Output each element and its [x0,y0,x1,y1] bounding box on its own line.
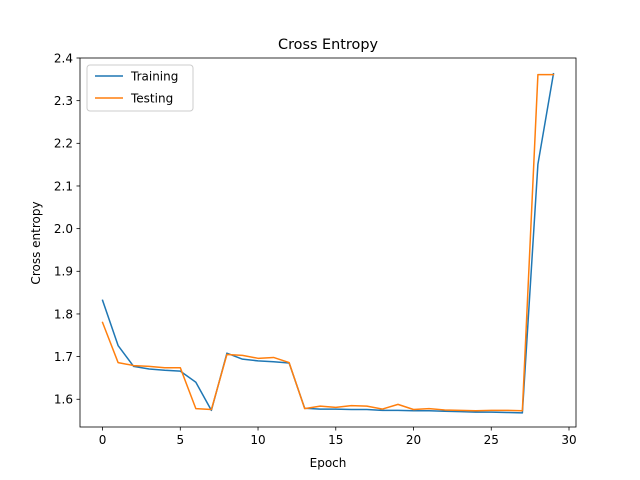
y-tick-label: 2.1 [54,179,73,193]
y-tick-label: 2.3 [54,94,73,108]
y-tick-label: 1.7 [54,350,73,364]
legend-label-training: Training [130,70,178,84]
x-tick-label: 25 [484,433,499,447]
y-axis-label: Cross entropy [29,201,43,284]
x-tick-label: 30 [561,433,576,447]
axes-frame [79,57,577,428]
x-tick-label: 15 [328,433,343,447]
y-tick-label: 1.6 [54,393,73,407]
chart-title: Cross Entropy [278,37,378,53]
legend: Training Testing [86,64,194,112]
plot-area [101,72,555,414]
y-tick-label: 2.2 [54,137,73,151]
x-tick-label: 5 [176,433,184,447]
legend-label-testing: Testing [130,92,173,106]
x-tick-label: 10 [250,433,265,447]
axes: 0 5 10 15 20 25 30 1.6 1.7 1.8 1.9 2.0 2.1 2.2 2.3 2.4 [54,51,577,447]
series-layer [101,72,555,414]
series-line-testing [101,73,555,412]
x-tick-label: 0 [99,433,107,447]
y-tick-label: 2.4 [54,51,73,65]
x-axis-label: Epoch [310,456,347,470]
y-tick-label: 1.8 [54,307,73,321]
series-line-training [101,72,555,414]
y-tick-label: 1.9 [54,265,73,279]
y-tick-label: 2.0 [54,222,73,236]
x-tick-label: 20 [406,433,421,447]
